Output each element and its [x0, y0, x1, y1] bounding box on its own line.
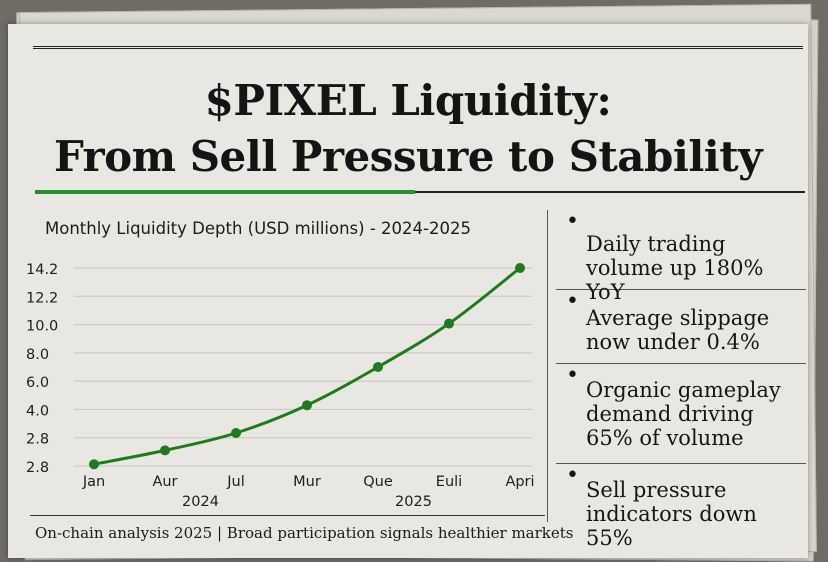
stat-item-slippage: • Average slippage now under 0.4% [556, 290, 806, 364]
x-tick-label: Jul [226, 474, 245, 490]
data-point [231, 428, 241, 438]
stat-item-sell-pressure: • Sell pressure indicators down 55% [556, 463, 806, 551]
stat-text: Average slippage now under 0.4% [586, 306, 770, 354]
x-tick-label: Mur [293, 474, 321, 490]
key-stats-list: • Daily trading volume up 180% YoY • Ave… [556, 209, 806, 551]
stat-text: Daily trading volume up 180% YoY [586, 232, 764, 304]
stat-text: Organic gameplay demand driving 65% of v… [586, 378, 781, 450]
footer-caption: On-chain analysis 2025 | Broad participa… [35, 524, 574, 542]
stat-text: Sell pressure indicators down 55% [586, 478, 757, 550]
x-tick-label: Jan [82, 474, 105, 490]
data-point [302, 400, 312, 411]
y-tick-label: 4.0 [26, 403, 49, 419]
top-double-rule [33, 46, 803, 49]
bullet-icon: • [566, 209, 579, 234]
data-point [160, 445, 170, 456]
x-year-label: 2025 [395, 494, 432, 510]
x-year-label: 2024 [182, 494, 219, 510]
newspaper-page: $PIXEL Liquidity: From Sell Pressure to … [8, 24, 808, 558]
y-tick-label: 12.2 [26, 290, 58, 306]
y-tick-label: 14.2 [26, 262, 58, 278]
x-tick-label: Que [363, 474, 393, 490]
bullet-icon: • [566, 363, 579, 388]
stat-item-trading-volume: • Daily trading volume up 180% YoY [556, 209, 806, 304]
column-divider [547, 210, 548, 522]
x-tick-label: Apri [505, 474, 534, 490]
data-point [515, 263, 525, 273]
headline-line-2: From Sell Pressure to Stability [53, 132, 763, 181]
headline-rule [415, 191, 805, 193]
y-tick-label: 8.0 [26, 347, 49, 363]
data-point [89, 459, 99, 470]
y-tick-label: 2.8 [26, 460, 49, 476]
bullet-icon: • [566, 289, 579, 314]
liquidity-line-chart: 2.8 2.8 4.0 6.0 8.0 10.0 12.2 14.2 Jan Aur Jul Mur Q… [26, 262, 535, 510]
headline-accent-rule [35, 190, 415, 194]
x-tick-label: Aur [152, 474, 177, 490]
footer-rule [30, 515, 545, 516]
data-point [373, 362, 383, 372]
chart-title: Monthly Liquidity Depth (USD millions) -… [45, 219, 471, 238]
y-tick-label: 10.0 [26, 319, 58, 335]
y-tick-label: 6.0 [26, 375, 49, 391]
bullet-icon: • [566, 463, 579, 488]
x-tick-label: Euli [436, 474, 462, 490]
series-line [92, 266, 522, 466]
data-point [444, 318, 454, 329]
y-tick-label: 2.8 [26, 432, 49, 448]
stat-item-gameplay-demand: • Organic gameplay demand driving 65% of… [556, 364, 806, 464]
headline-line-1: $PIXEL Liquidity: [204, 76, 612, 125]
